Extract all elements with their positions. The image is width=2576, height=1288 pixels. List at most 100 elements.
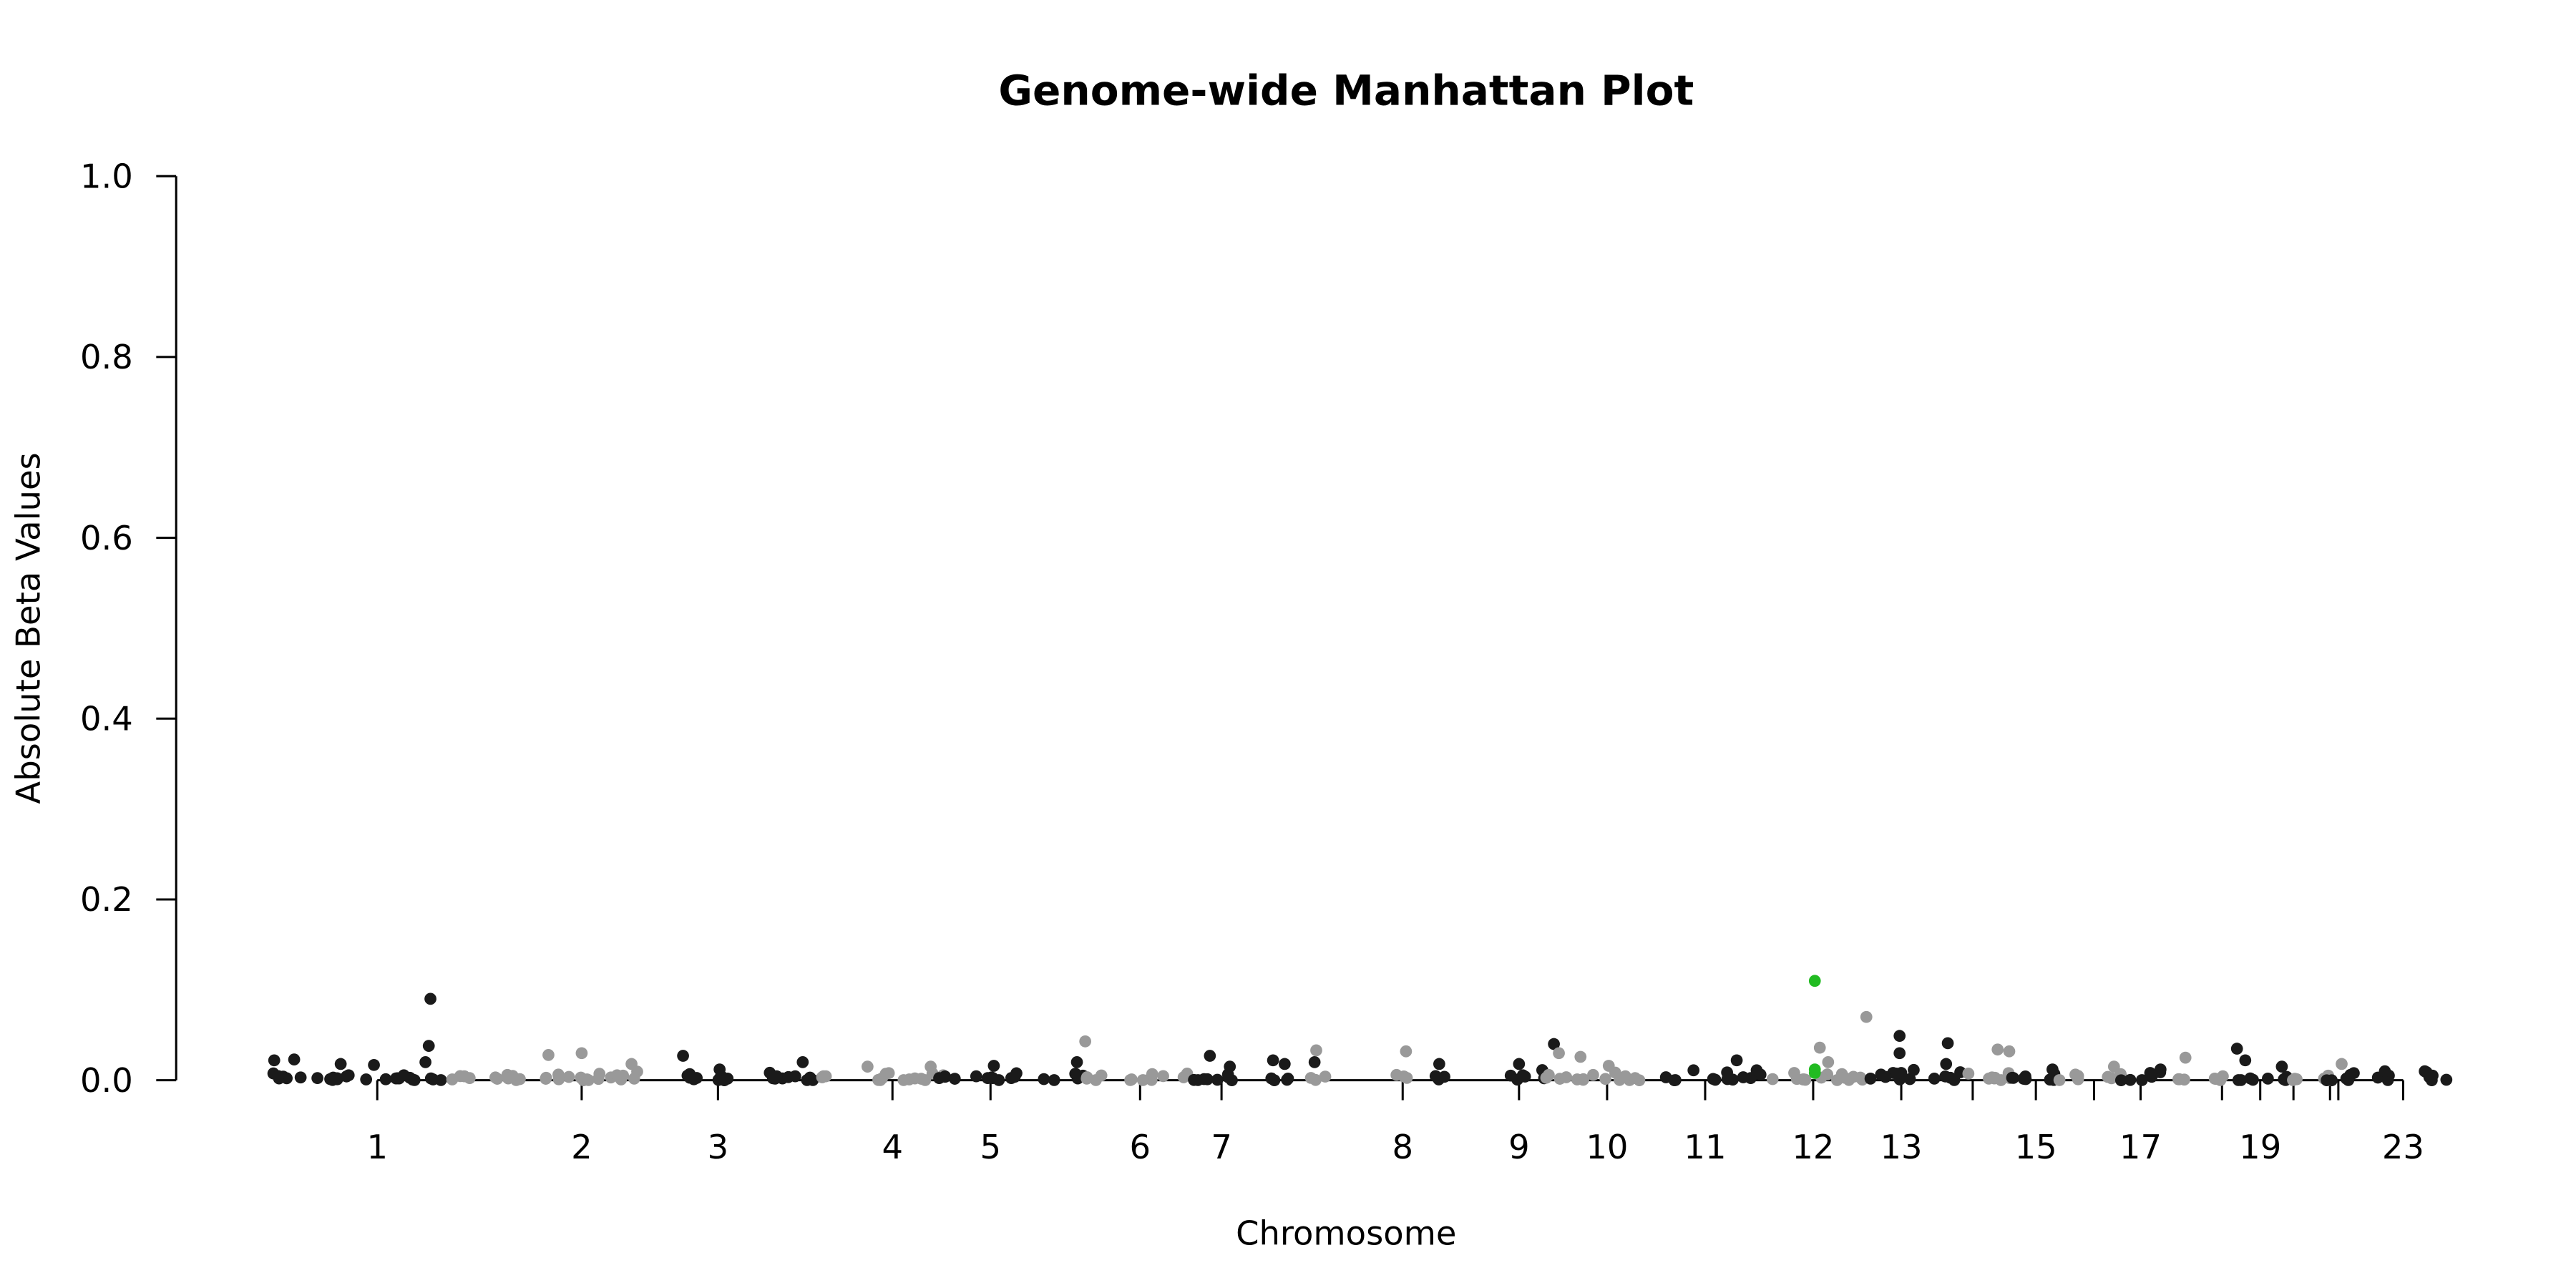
data-point: [1875, 1068, 1888, 1081]
data-point: [422, 1040, 435, 1052]
data-point: [1633, 1074, 1646, 1087]
data-point: [2046, 1063, 2059, 1075]
data-point: [1860, 1010, 1873, 1023]
data-point: [1709, 1073, 1722, 1086]
data-point: [2340, 1072, 2353, 1085]
data-point: [718, 1074, 731, 1087]
data-point: [1613, 1073, 1626, 1086]
data-point: [434, 1074, 447, 1086]
data-point: [1204, 1050, 1216, 1062]
x-tick-label: 17: [2119, 1128, 2162, 1166]
data-point: [1574, 1050, 1587, 1063]
data-point: [1433, 1058, 1445, 1070]
data-point: [1211, 1073, 1224, 1086]
data-point: [1797, 1073, 1810, 1085]
x-tick-label: 23: [2382, 1128, 2424, 1166]
data-point: [489, 1071, 502, 1084]
data-point: [948, 1073, 961, 1085]
data-point: [1400, 1045, 1413, 1058]
data-point: [677, 1050, 689, 1062]
data-point: [763, 1066, 776, 1079]
data-point: [1079, 1035, 1092, 1048]
data-point: [1390, 1068, 1403, 1081]
x-axis-label: Chromosome: [1236, 1214, 1456, 1253]
data-point: [360, 1073, 373, 1085]
data-point: [2247, 1073, 2259, 1086]
data-point: [1928, 1072, 1941, 1085]
data-point: [2379, 1065, 2391, 1078]
data-point: [1822, 1056, 1835, 1068]
data-point: [1730, 1054, 1743, 1067]
data-point: [909, 1072, 921, 1085]
x-tick-label: 5: [980, 1128, 1001, 1166]
data-point: [1560, 1071, 1573, 1083]
data-point: [1737, 1071, 1750, 1083]
data-point: [782, 1070, 795, 1083]
data-point: [340, 1070, 353, 1083]
data-point: [1048, 1074, 1060, 1086]
data-points: [267, 975, 2453, 1087]
data-point: [862, 1060, 874, 1073]
data-point: [1854, 1071, 1867, 1084]
data-point: [1944, 1071, 1957, 1084]
data-point: [294, 1071, 307, 1084]
data-point: [1319, 1070, 1332, 1083]
data-point: [1986, 1071, 1999, 1084]
data-point: [540, 1073, 552, 1085]
x-tick-label: 3: [708, 1128, 729, 1166]
data-point: [2179, 1051, 2192, 1064]
y-tick-label: 0.8: [80, 338, 133, 376]
data-point: [464, 1072, 476, 1085]
data-point: [1893, 1047, 1906, 1060]
data-point: [1008, 1070, 1021, 1083]
data-point: [1962, 1068, 1975, 1080]
highlighted-point: [1808, 1067, 1821, 1079]
data-point: [1941, 1037, 1954, 1050]
data-point: [1308, 1056, 1321, 1068]
data-point: [1429, 1070, 1442, 1083]
x-tick-label: 13: [1880, 1128, 1922, 1166]
data-point: [1543, 1068, 1555, 1081]
data-point: [876, 1072, 888, 1085]
y-tick-label: 0.6: [80, 519, 133, 557]
data-point: [288, 1053, 301, 1066]
x-tick-label: 10: [1586, 1128, 1628, 1166]
data-point: [1895, 1067, 1908, 1079]
data-point: [1267, 1054, 1279, 1067]
data-point: [1577, 1073, 1589, 1086]
data-point: [1513, 1058, 1526, 1070]
data-point: [1090, 1074, 1102, 1086]
data-point: [582, 1074, 595, 1086]
y-tick-label: 0.4: [80, 700, 133, 738]
data-point: [1991, 1043, 2004, 1056]
data-point: [2321, 1074, 2333, 1087]
data-point: [2239, 1054, 2252, 1067]
data-point: [1038, 1073, 1050, 1085]
data-point: [683, 1071, 696, 1084]
data-point: [1309, 1073, 1322, 1086]
data-point: [1940, 1058, 1953, 1070]
data-point: [379, 1073, 392, 1085]
data-point: [1766, 1073, 1779, 1085]
data-point: [2262, 1072, 2274, 1085]
data-point: [542, 1049, 555, 1061]
data-point: [806, 1074, 819, 1086]
highlighted-point: [1808, 975, 1821, 987]
data-point: [1070, 1056, 1083, 1068]
data-point: [2230, 1043, 2243, 1055]
data-point: [1864, 1072, 1877, 1085]
data-point: [2336, 1058, 2348, 1070]
data-point: [1157, 1070, 1169, 1083]
data-point: [2072, 1073, 2084, 1085]
data-point: [2178, 1073, 2190, 1086]
data-point: [1669, 1074, 1682, 1086]
data-point: [2419, 1065, 2431, 1078]
data-point: [1511, 1073, 1523, 1086]
x-tick-label: 6: [1130, 1128, 1151, 1166]
data-point: [424, 992, 436, 1005]
x-tick-label: 2: [571, 1128, 592, 1166]
x-tick-label: 11: [1684, 1128, 1726, 1166]
data-point: [817, 1070, 830, 1083]
data-point: [1587, 1068, 1599, 1081]
